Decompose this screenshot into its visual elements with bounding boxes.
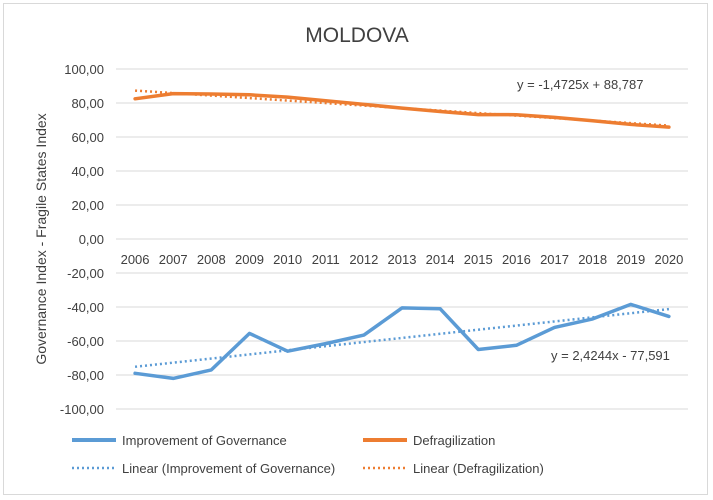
y-tick-label: -20,00: [67, 266, 104, 281]
y-tick-label: 60,00: [71, 130, 104, 145]
legend: Improvement of Governance Defragilizatio…: [72, 433, 544, 476]
series-line-defragilization: [133, 91, 671, 129]
x-tick-label: 2020: [654, 252, 683, 267]
y-tick-label: 100,00: [64, 62, 104, 77]
series-line-governance: [133, 302, 671, 381]
y-tick-label: -100,00: [60, 402, 104, 417]
y-tick-label: 80,00: [71, 96, 104, 111]
trendline-equation-defragilization: y = -1,4725x + 88,787: [517, 77, 643, 92]
x-tick-label: 2014: [426, 252, 455, 267]
y-tick-label: 0,00: [79, 232, 104, 247]
x-tick-label: 2018: [578, 252, 607, 267]
x-tick-label: 2008: [197, 252, 226, 267]
legend-label-linear-governance: Linear (Improvement of Governance): [122, 461, 335, 476]
legend-label-governance: Improvement of Governance: [122, 433, 287, 448]
x-tick-label: 2016: [502, 252, 531, 267]
gridlines: [116, 68, 688, 410]
trendlines: [134, 89, 670, 369]
y-tick-label: -60,00: [67, 334, 104, 349]
y-tick-label: -80,00: [67, 368, 104, 383]
trendline-equation-governance: y = 2,4244x - 77,591: [551, 348, 670, 363]
x-tick-label: 2015: [464, 252, 493, 267]
x-tick-label: 2011: [312, 252, 340, 267]
x-tick-label: 2013: [388, 252, 417, 267]
x-tick-label: 2017: [540, 252, 569, 267]
y-axis-label: Governance Index - Fragile States Index: [33, 113, 49, 364]
chart-title: MOLDOVA: [305, 24, 408, 47]
legend-label-defragilization: Defragilization: [413, 433, 495, 448]
x-tick-label: 2006: [121, 252, 150, 267]
legend-label-linear-defragilization: Linear (Defragilization): [413, 461, 544, 476]
x-tick-label: 2012: [349, 252, 378, 267]
chart-frame: [3, 3, 708, 495]
x-tick-labels: 2006 2007 2008 2009 2010 2011 2012 2013 2014 2015…: [121, 252, 684, 267]
x-tick-label: 2010: [273, 252, 302, 267]
x-tick-label: 2019: [616, 252, 645, 267]
x-tick-label: 2009: [235, 252, 264, 267]
y-tick-label: 40,00: [71, 164, 104, 179]
x-tick-label: 2007: [159, 252, 188, 267]
y-tick-label: 20,00: [71, 198, 104, 213]
y-tick-label: -40,00: [67, 300, 104, 315]
series-lines: [133, 91, 671, 381]
y-tick-labels: 100,00 80,00 60,00 40,00 20,00 0,00 -20,00 -40,…: [60, 62, 104, 417]
